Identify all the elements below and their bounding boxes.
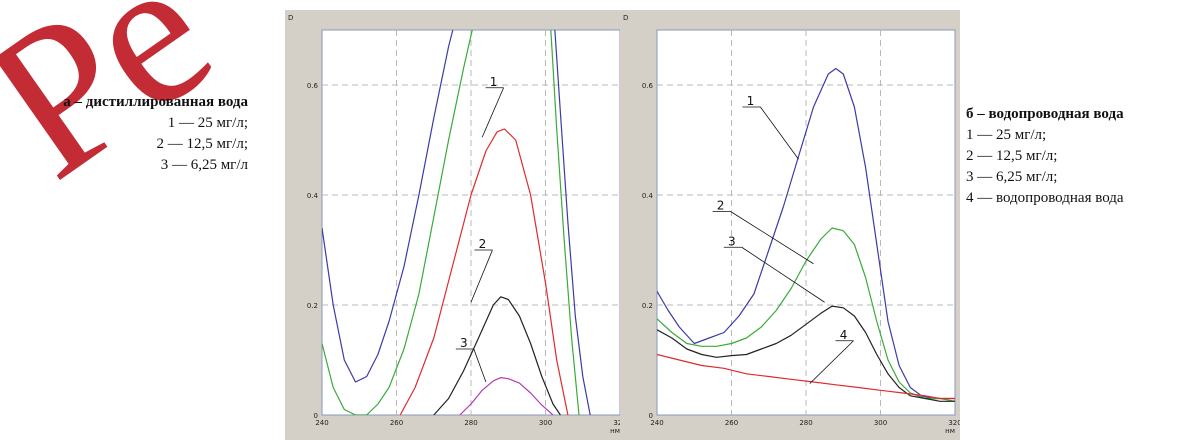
- y-tick-label: 0.2: [642, 302, 653, 310]
- curve-number-label: 1: [747, 94, 755, 108]
- x-tick-label: 280: [464, 419, 477, 427]
- caption-item: 2 — 12,5 мг/л;: [966, 148, 1058, 164]
- series-line-red: [657, 353, 955, 400]
- x-tick-label: 260: [725, 419, 738, 427]
- x-tick-label: 320: [613, 419, 625, 427]
- x-tick-label: 240: [315, 419, 328, 427]
- caption-title: а – дистиллированная вода: [63, 94, 248, 110]
- x-tick-label: 300: [874, 419, 887, 427]
- annotation-leader: [741, 246, 825, 303]
- y-tick-label: 0.6: [642, 82, 654, 90]
- caption-distilled-water: а – дистиллированная вода 1 — 25 мг/л; 2…: [8, 92, 248, 176]
- annotation-leader: [470, 249, 493, 303]
- caption-title: б – водопроводная вода: [966, 106, 1124, 122]
- curve-number-label: 2: [717, 199, 725, 213]
- caption-item: 2 — 12,5 мг/л;: [156, 136, 248, 152]
- series-line-magenta: [459, 377, 554, 415]
- chart-a-canvas: 240 260 280 300 320 0 0.2 0.4 0.6 Dнм 1 2 3: [288, 14, 625, 435]
- curve-number-label: 3: [728, 234, 736, 248]
- y-tick-label: 0: [649, 412, 653, 420]
- curve-number-label: 2: [479, 237, 487, 251]
- curve-number-label: 1: [490, 75, 498, 89]
- y-tick-label: 0.4: [307, 192, 319, 200]
- series-line-blue: [322, 30, 591, 415]
- caption-item: 1 — 25 мг/л;: [966, 127, 1047, 143]
- x-tick-label: 300: [539, 419, 552, 427]
- y-axis-label: D: [623, 14, 628, 22]
- y-tick-label: 0.6: [307, 82, 319, 90]
- annotation-leader: [760, 106, 799, 160]
- caption-item: 4 — водопроводная вода: [966, 190, 1124, 206]
- x-tick-label: 260: [390, 419, 403, 427]
- annotation-leader: [481, 87, 504, 138]
- y-tick-label: 0.4: [642, 192, 654, 200]
- curve-number-label: 4: [840, 328, 848, 342]
- series-line-green: [322, 30, 580, 415]
- annotation-leader: [730, 211, 814, 265]
- caption-tap-water: б – водопроводная вода 1 — 25 мг/л; 2 — …: [966, 104, 1196, 209]
- y-tick-label: 0.2: [307, 302, 318, 310]
- series-line-green: [657, 227, 955, 402]
- series-line-blue: [657, 67, 955, 400]
- series-line-red: [399, 128, 569, 415]
- series-line-black: [657, 305, 955, 402]
- caption-item: 3 — 6,25 мг/л;: [966, 169, 1058, 185]
- x-axis-label: нм: [610, 427, 620, 435]
- y-axis-label: D: [288, 14, 293, 22]
- curve-number-label: 3: [460, 336, 468, 350]
- annotation-leader: [809, 340, 854, 384]
- caption-item: 3 — 6,25 мг/л: [160, 157, 248, 173]
- annotation-leader: [473, 348, 487, 383]
- y-tick-label: 0: [314, 412, 318, 420]
- chart-b-canvas: 240 260 280 300 320 0 0.2 0.4 0.6 Dнм 1 2 3 4: [623, 14, 960, 435]
- caption-item: 1 — 25 мг/л;: [167, 115, 248, 131]
- x-tick-label: 240: [650, 419, 663, 427]
- spectrum-chart-a: 240 260 280 300 320 0 0.2 0.4 0.6 Dнм 1 2 3: [285, 10, 625, 440]
- x-axis-label: нм: [945, 427, 955, 435]
- series-line-black: [433, 296, 561, 415]
- x-tick-label: 280: [799, 419, 812, 427]
- x-tick-label: 320: [948, 419, 960, 427]
